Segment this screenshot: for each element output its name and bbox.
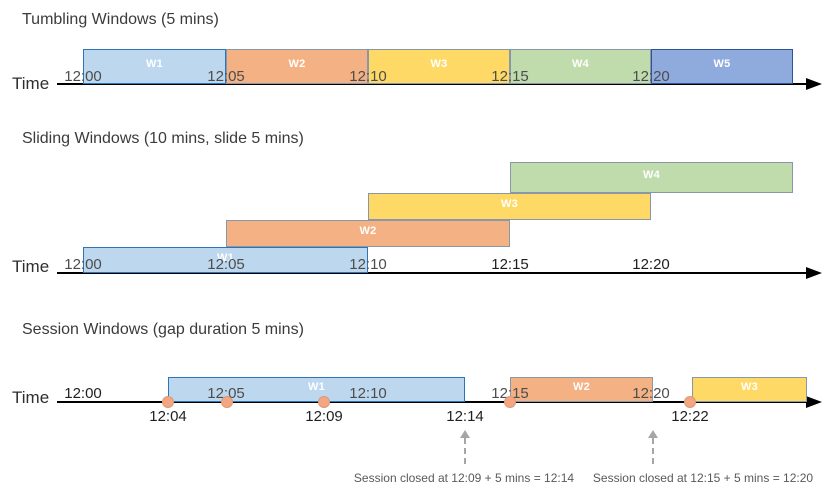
session-window-w3-label: W3: [740, 381, 759, 393]
sliding-time-axis-label: Time: [12, 257, 50, 276]
session-event-label-1204: 12:04: [149, 408, 187, 425]
session-tick-1220: 12:20: [632, 385, 670, 402]
session-tick-1205: 12:05: [207, 385, 245, 402]
event-dot: [162, 396, 174, 408]
tumbling-window-w3-label: W3: [430, 58, 448, 70]
session-timeline: [57, 401, 807, 403]
tumbling-window-w1-label: W1: [145, 58, 164, 70]
sliding-window-w3: W3: [368, 193, 651, 220]
tumbling-window-w4-label: W4: [571, 58, 590, 70]
event-dot: [318, 396, 330, 408]
session-close-label-1214: 12:14: [446, 408, 484, 425]
tumbling-window-w1: W1: [83, 49, 226, 84]
tumbling-tick-1215: 12:15: [491, 68, 529, 85]
session-close-arrow-line: [652, 438, 654, 464]
session-window-w2: W2: [510, 377, 653, 402]
tumbling-tick-1200: 12:00: [64, 68, 102, 85]
event-dot: [684, 396, 696, 408]
sliding-tick-1200: 12:00: [64, 256, 102, 273]
session-window-w2-label: W2: [572, 381, 591, 393]
session-close-arrow-line: [464, 438, 466, 464]
session-tick-1215: 12:15: [491, 385, 529, 402]
session-timeline-arrow-icon: [806, 396, 822, 408]
tumbling-window-w5-label: W5: [713, 58, 731, 70]
sliding-tick-1205: 12:05: [207, 256, 245, 273]
tumbling-timeline-arrow-icon: [806, 78, 822, 90]
sliding-title: Sliding Windows (10 mins, slide 5 mins): [22, 130, 304, 147]
session-event-label-1222: 12:22: [671, 408, 709, 425]
session-tick-1210: 12:10: [349, 385, 387, 402]
sliding-window-w4-label: W4: [642, 169, 661, 181]
sliding-window-w3-label: W3: [500, 198, 519, 210]
event-dot: [221, 396, 233, 408]
tumbling-tick-1205: 12:05: [207, 68, 245, 85]
sliding-window-w1-label: W1: [216, 251, 235, 264]
tumbling-time-axis-label: Time: [12, 74, 50, 93]
sliding-window-w4: W4: [510, 162, 793, 193]
tumbling-window-w4: W4: [510, 49, 651, 84]
tumbling-timeline: [57, 83, 807, 85]
session-time-axis-label: Time: [12, 388, 50, 407]
event-dot: [504, 396, 516, 408]
tumbling-window-w2-label: W2: [288, 58, 306, 70]
sliding-timeline: [57, 272, 807, 274]
tumbling-window-w5: W5: [651, 49, 793, 84]
tumbling-tick-1220: 12:20: [632, 68, 670, 85]
tumbling-window-w3: W3: [368, 49, 510, 84]
session-tick-1200: 12:00: [64, 385, 102, 402]
sliding-window-w2-label: W2: [359, 225, 377, 237]
sliding-tick-1210: 12:10: [349, 256, 387, 273]
sliding-timeline-arrow-icon: [806, 267, 822, 279]
tumbling-window-w2: W2: [226, 49, 368, 84]
sliding-tick-1215: 12:15: [491, 256, 529, 273]
session-window-w3: W3: [692, 377, 807, 402]
session-window-w1-label: W1: [307, 381, 326, 393]
session-closed-annotation-2: Session closed at 12:15 + 5 mins = 12:20: [592, 471, 814, 485]
session-close-arrow-icon: [648, 430, 658, 438]
tumbling-title: Tumbling Windows (5 mins): [22, 11, 219, 28]
session-closed-annotation-1: Session closed at 12:09 + 5 mins = 12:14: [353, 471, 575, 485]
session-title: Session Windows (gap duration 5 mins): [22, 321, 304, 338]
tumbling-tick-1210: 12:10: [349, 68, 387, 85]
session-window-w1: W1: [168, 377, 465, 402]
sliding-tick-1220: 12:20: [632, 256, 670, 273]
session-close-arrow-icon: [460, 430, 470, 438]
sliding-window-w1: W1: [83, 247, 368, 273]
session-event-label-1209: 12:09: [305, 408, 343, 425]
sliding-window-w2: W2: [226, 220, 510, 247]
